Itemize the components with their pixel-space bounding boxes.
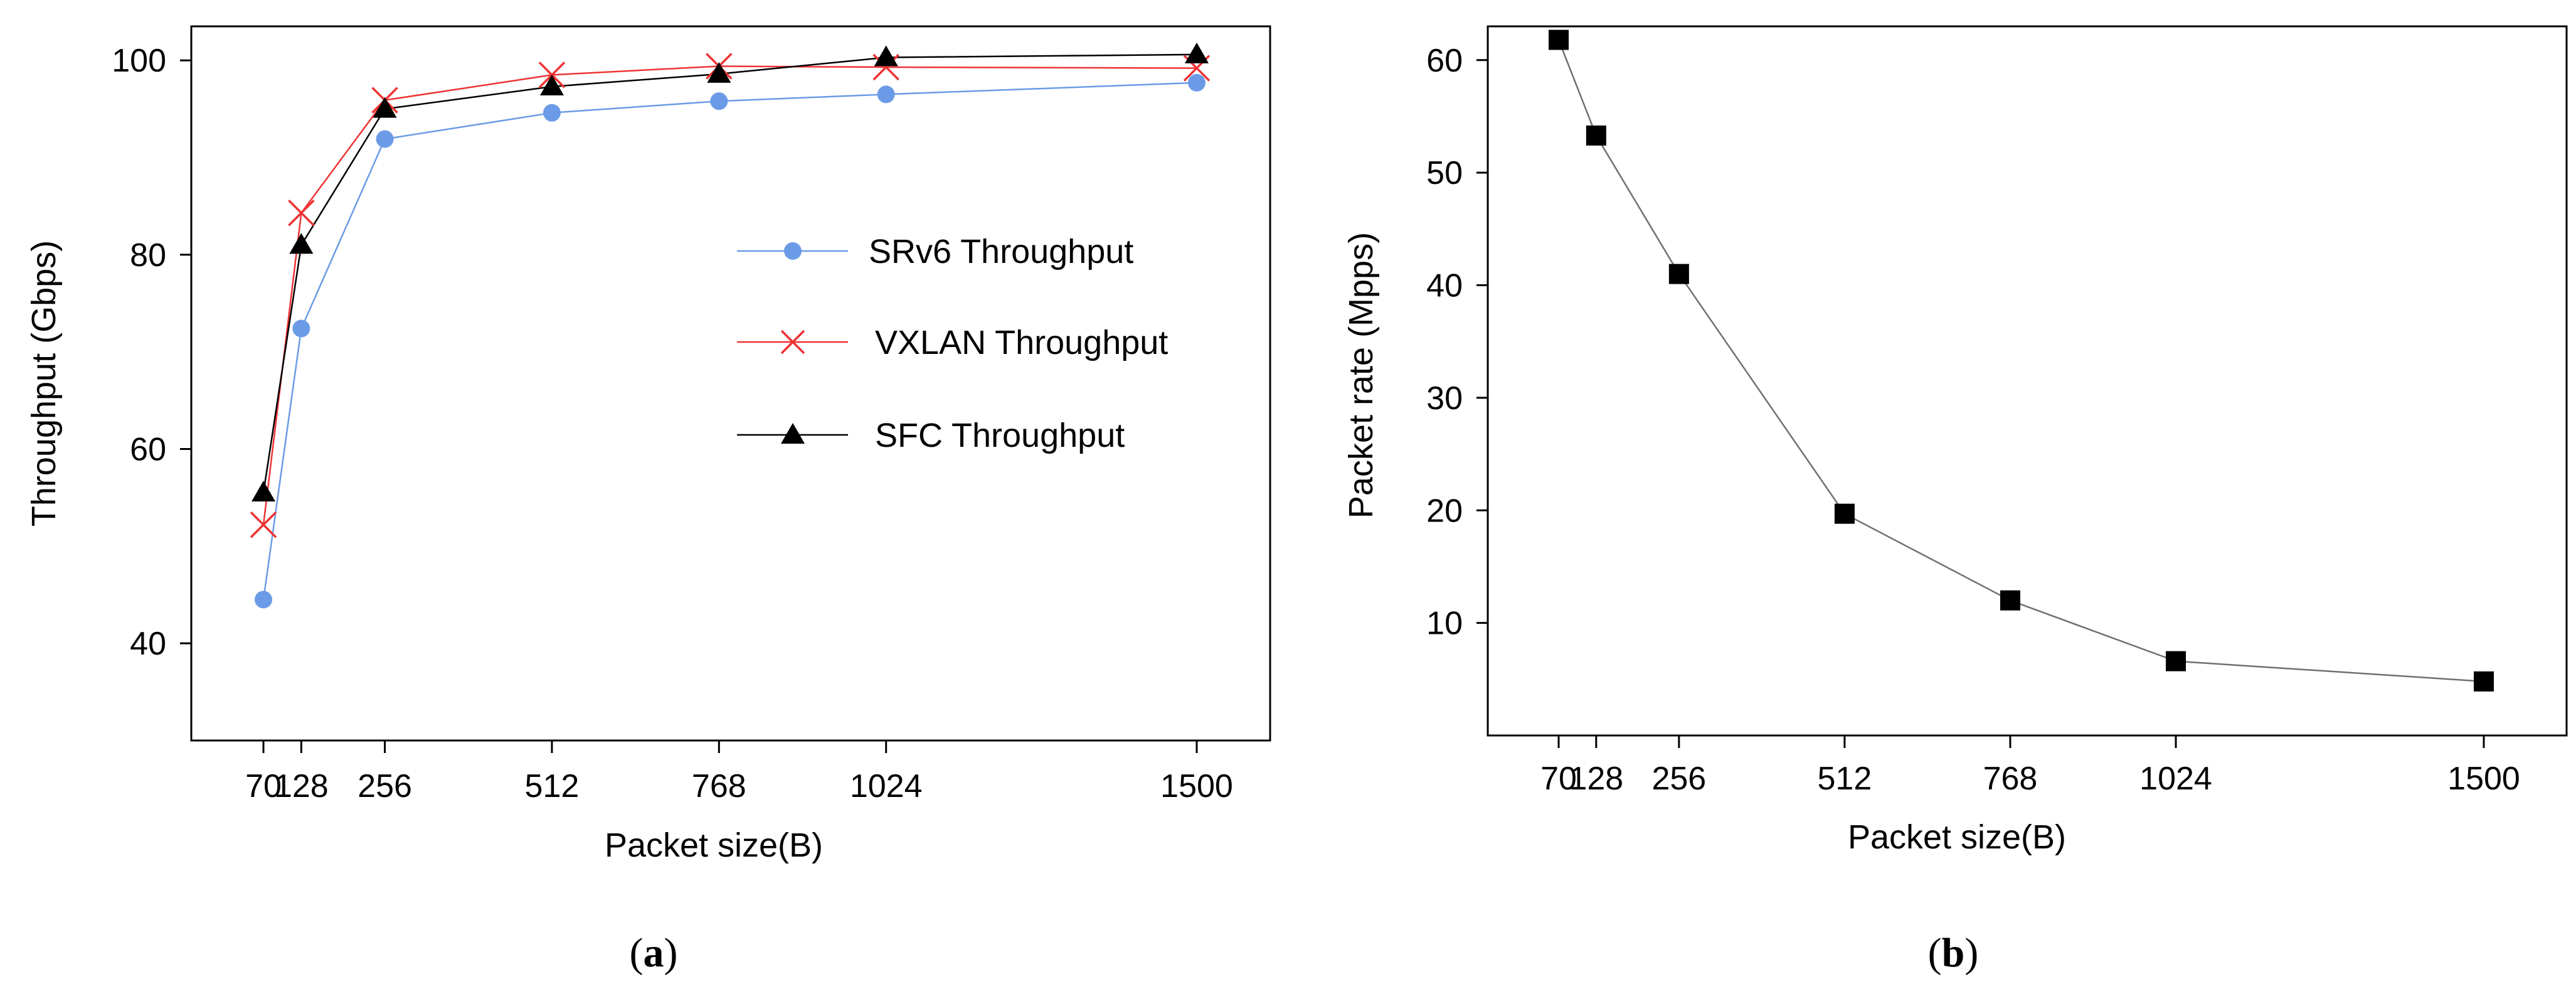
data-point: [543, 104, 561, 122]
chart-b-caption: (b): [1928, 930, 1979, 976]
chart-b-x-axis-label: Packet size(B): [1848, 818, 2066, 856]
data-point: [2474, 671, 2494, 692]
series-line-1: [262, 65, 1197, 525]
data-point: [1586, 125, 1606, 146]
x-tick-label: 1024: [2139, 761, 2212, 797]
chart-b-plot-frame: [1487, 25, 2568, 737]
y-tick-label: 10: [1426, 606, 1463, 642]
data-point: [874, 45, 898, 67]
x-tick-label: 1500: [2447, 761, 2520, 797]
data-point: [288, 200, 315, 227]
x-tick-label: 128: [274, 768, 329, 805]
y-tick-label: 30: [1426, 380, 1463, 417]
x-tick-label: 70: [1540, 761, 1577, 797]
legend-marker-vxlan: [780, 329, 805, 355]
legend-marker-sfc: [781, 423, 805, 444]
data-point: [872, 53, 899, 81]
y-tick-label: 40: [130, 626, 166, 662]
x-tick-label: 768: [692, 768, 746, 805]
chart-b-y-axis-label: Packet rate (Mpps): [1342, 232, 1380, 518]
x-tick-label: 70: [245, 768, 282, 805]
data-point: [289, 233, 314, 254]
data-point: [252, 481, 275, 502]
data-point: [1185, 42, 1209, 63]
legend-label-srv6: SRv6 Throughput: [869, 233, 1133, 270]
y-tick-label: 20: [1426, 493, 1463, 529]
data-point: [539, 74, 564, 95]
data-point: [1188, 73, 1206, 92]
data-point: [1549, 29, 1569, 50]
y-tick-label: 100: [112, 43, 166, 79]
series-line-0: [1557, 40, 2484, 683]
data-point: [877, 85, 895, 104]
data-point: [2166, 651, 2186, 671]
data-point: [1834, 503, 1855, 524]
y-tick-label: 80: [130, 237, 166, 274]
chart-a-plot-frame: [190, 25, 1271, 742]
x-tick-label: 256: [358, 768, 412, 805]
y-tick-label: 40: [1426, 268, 1463, 304]
x-tick-label: 1024: [850, 768, 923, 805]
legend-marker-srv6: [784, 242, 802, 260]
data-point: [2000, 590, 2020, 611]
chart-a-y-axis-label: Throughput (Gbps): [25, 240, 63, 527]
x-tick-label: 1500: [1160, 768, 1233, 805]
data-point: [376, 130, 394, 148]
y-tick-label: 60: [130, 432, 166, 468]
chart-a-x-axis-label: Packet size(B): [605, 826, 823, 864]
x-tick-label: 512: [1818, 761, 1872, 797]
data-point: [255, 591, 272, 609]
data-point: [1668, 264, 1689, 284]
x-tick-label: 128: [1569, 761, 1623, 797]
x-tick-label: 768: [1983, 761, 2038, 797]
chart-a-legend: SRv6 Throughput VXLAN Throughput SFC Thr…: [737, 233, 1168, 454]
y-tick-label: 60: [1426, 43, 1463, 79]
data-point: [707, 61, 731, 83]
y-tick-label: 50: [1426, 155, 1463, 191]
data-point: [373, 97, 397, 118]
legend-label-vxlan: VXLAN Throughput: [875, 324, 1168, 361]
chart-a-caption: (a): [630, 930, 678, 976]
data-point: [292, 319, 310, 338]
legend-label-sfc: SFC Throughput: [875, 417, 1125, 454]
x-tick-label: 512: [525, 768, 580, 805]
data-point: [710, 92, 728, 110]
data-point: [250, 511, 277, 538]
x-tick-label: 256: [1651, 761, 1706, 797]
